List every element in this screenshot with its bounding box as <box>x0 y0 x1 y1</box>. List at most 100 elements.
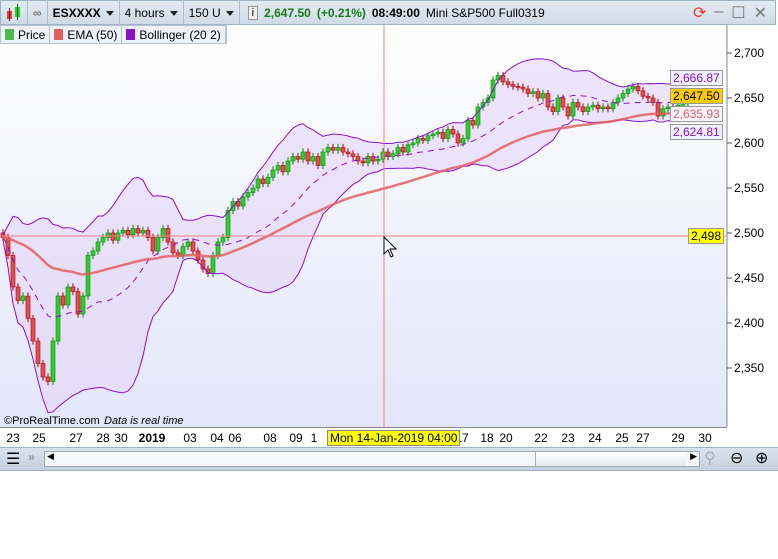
candle <box>120 226 126 237</box>
candle <box>350 150 356 161</box>
candle <box>160 224 166 242</box>
x-tick-label: 09 <box>289 431 303 445</box>
info-icon[interactable]: i <box>247 5 259 20</box>
units-dropdown[interactable]: 150 U <box>184 0 240 25</box>
maximize-icon[interactable]: ☐ <box>731 4 746 22</box>
candle <box>325 143 331 156</box>
scroll-left-icon[interactable]: ◀ <box>47 451 54 461</box>
candle <box>625 85 631 98</box>
candle <box>240 193 246 210</box>
candle <box>345 148 351 158</box>
x-tick-label: 1 <box>310 431 318 445</box>
candle <box>510 80 516 90</box>
candle <box>285 157 291 176</box>
candle <box>570 98 576 120</box>
candle <box>75 287 81 318</box>
candle <box>260 175 266 188</box>
candle <box>305 148 311 165</box>
candle <box>310 152 316 165</box>
symbol-dropdown[interactable]: ESXXXX <box>48 0 120 25</box>
candle <box>590 101 596 111</box>
date-axis: 23 25 27 28 30 2019 03 04 06 08 09 1 17 18 20 22 23 24 25 2… <box>0 427 727 448</box>
candle <box>290 152 296 165</box>
candle <box>400 143 406 156</box>
candle <box>105 229 111 242</box>
price-chart[interactable]: 2,700 2,650 2,600 2,550 2,500 2,450 2,400 2,350… <box>0 25 778 427</box>
y-tick-label: 2,500 <box>734 226 764 240</box>
y-tick-label: 2,400 <box>734 316 764 330</box>
indicator-legend: Price EMA (50) Bollinger (20 2) <box>0 25 227 44</box>
refresh-icon[interactable]: ⟳ <box>692 4 707 22</box>
candle <box>275 161 281 174</box>
candle <box>50 337 56 386</box>
x-tick-label: 22 <box>534 431 548 445</box>
menu-icon[interactable]: ☰ <box>6 451 21 468</box>
close-icon[interactable]: ✕ <box>753 4 767 22</box>
candle <box>545 89 551 111</box>
crosshair-date-label: Mon 14-Jan-2019 04:00 <box>327 430 461 446</box>
legend-item[interactable]: Bollinger (20 2) <box>122 26 226 43</box>
candle <box>85 251 91 300</box>
candle <box>90 247 96 260</box>
candle <box>335 143 341 154</box>
minimize-icon[interactable]: – <box>714 2 724 20</box>
zoom-in-icon[interactable]: ⊕ <box>755 450 769 467</box>
candle <box>250 184 256 197</box>
candle <box>435 128 441 138</box>
candle <box>585 103 591 116</box>
candle <box>475 103 481 129</box>
mouse-cursor-icon <box>383 235 398 258</box>
candle <box>535 88 541 102</box>
x-tick-label: 23 <box>6 431 20 445</box>
crosshair-price-label: 2,498 <box>688 228 725 244</box>
candle <box>430 130 436 140</box>
bb-lower-label: 2,624.81 <box>670 124 723 140</box>
candle <box>365 152 371 167</box>
scroll-right-icon[interactable]: ▶ <box>690 451 697 461</box>
candle <box>555 94 561 116</box>
x-tick-label: 20 <box>499 431 513 445</box>
x-tick-label: 04 <box>210 431 224 445</box>
candle <box>330 143 336 154</box>
legend-label: EMA (50) <box>67 27 118 42</box>
candle <box>565 103 571 120</box>
candle <box>390 150 396 161</box>
x-tick-label: 06 <box>228 431 242 445</box>
scrollbar-thumb[interactable] <box>535 452 686 466</box>
x-tick-label: 30 <box>698 431 712 445</box>
candle <box>600 103 606 113</box>
candle <box>25 292 31 323</box>
link-button[interactable]: ∞ <box>28 0 48 25</box>
ema-label: 2,635.93 <box>670 106 723 122</box>
x-tick-label: 23 <box>561 431 575 445</box>
toolbar: ∞ ESXXXX 4 hours 150 U i 2,647.50 (+0.21… <box>0 0 776 25</box>
candle <box>255 175 261 192</box>
candle <box>515 82 521 91</box>
zoom-out-icon[interactable]: ⊖ <box>730 450 744 467</box>
x-tick-label: 03 <box>183 431 197 445</box>
legend-item[interactable]: Price <box>1 26 51 43</box>
candle <box>270 166 276 181</box>
timeframe-dropdown[interactable]: 4 hours <box>120 0 184 25</box>
horizontal-scrollbar[interactable]: ◀ ▶ <box>44 451 700 467</box>
chart-type-button[interactable] <box>1 0 28 25</box>
candle <box>620 89 626 102</box>
candle <box>245 188 251 201</box>
candle <box>165 224 171 246</box>
bottom-bar: ☰ » ◀ ▶ ⚲ ⊖ ⊕ <box>0 447 778 471</box>
candle <box>520 83 526 93</box>
candle <box>115 229 121 244</box>
candle <box>170 238 176 257</box>
candle <box>470 116 476 129</box>
candle <box>320 148 326 170</box>
expand-icon[interactable]: » <box>28 450 35 464</box>
auto-zoom-icon[interactable]: ⚲ <box>704 450 716 467</box>
legend-item[interactable]: EMA (50) <box>50 26 123 43</box>
candle <box>300 148 306 163</box>
candle <box>355 152 361 165</box>
candle <box>55 292 61 345</box>
y-tick-label: 2,350 <box>734 361 764 375</box>
quote-info: i 2,647.50 (+0.21%) 08:49:00 Mini S&P500… <box>240 5 545 20</box>
legend-swatch <box>126 29 136 40</box>
candle <box>410 139 416 149</box>
